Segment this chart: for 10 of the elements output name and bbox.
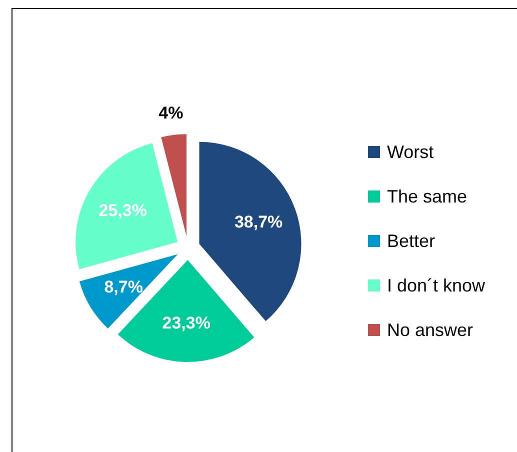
- data-label: 25,3%: [98, 200, 147, 220]
- data-label: 23,3%: [162, 314, 210, 333]
- legend-label: I don´t know: [387, 276, 486, 296]
- data-label: 8,7%: [104, 277, 143, 296]
- legend-label: No answer: [387, 320, 474, 340]
- data-label: 38,7%: [234, 212, 283, 232]
- legend-label: Worst: [387, 142, 434, 162]
- legend-label: Better: [387, 231, 436, 251]
- legend-label: The same: [387, 186, 468, 206]
- data-label: 4%: [158, 104, 184, 123]
